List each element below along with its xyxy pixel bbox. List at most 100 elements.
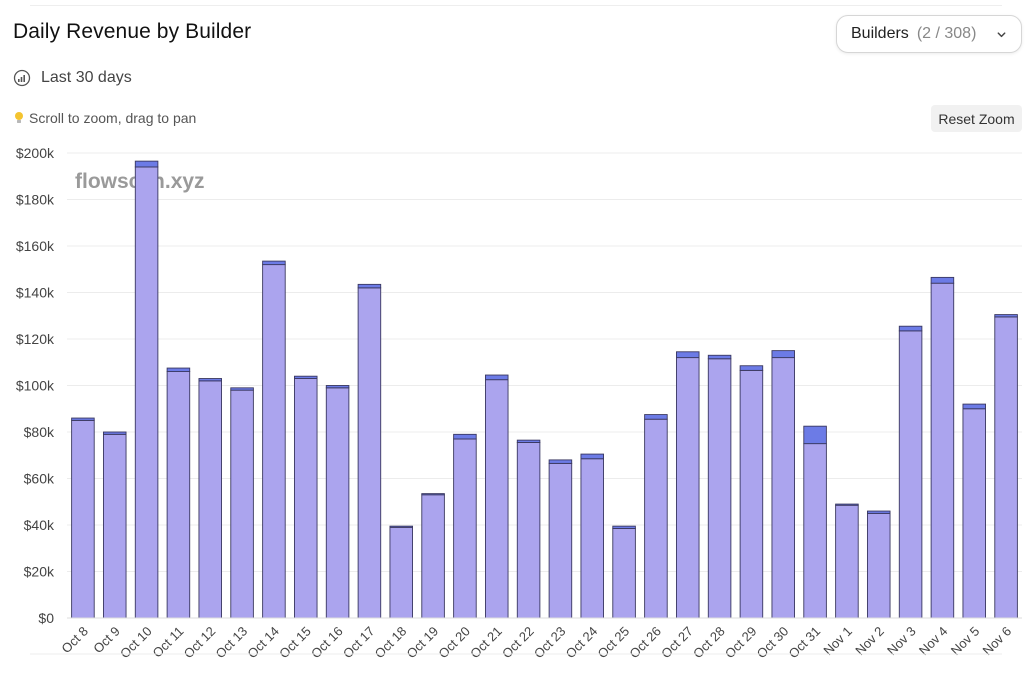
builders-dropdown[interactable]: Builders (2 / 308) (836, 15, 1022, 53)
bar-secondary (835, 503, 859, 506)
bar-secondary (707, 354, 732, 360)
bar-primary (675, 357, 700, 619)
bar-primary (644, 418, 668, 619)
bar-secondary (230, 387, 254, 391)
bar-primary (166, 371, 191, 619)
bar-secondary (134, 160, 159, 168)
chevron-down-icon (997, 31, 1006, 37)
x-tick-label: Oct 31 (786, 624, 824, 662)
bar-primary (548, 462, 573, 619)
bar-secondary (262, 260, 286, 266)
bar-primary (516, 442, 541, 619)
bar-primary (866, 512, 891, 619)
x-tick-label: Oct 10 (117, 624, 155, 662)
bar-secondary (453, 433, 477, 440)
x-tick-label: Oct 19 (404, 624, 442, 662)
bar-secondary (325, 385, 350, 389)
bar-primary (198, 380, 223, 619)
bar-primary (612, 528, 636, 619)
bar-secondary (484, 374, 509, 381)
bar-primary (102, 433, 127, 619)
x-tick-label: Oct 20 (435, 624, 473, 662)
y-tick-label: $80k (24, 424, 55, 440)
x-tick-label: Oct 21 (467, 624, 505, 662)
y-tick-label: $20k (24, 564, 55, 580)
top-divider (30, 5, 1002, 6)
bar-primary (262, 264, 286, 619)
bar-secondary (357, 283, 382, 289)
x-tick-label: Oct 17 (340, 624, 378, 662)
bar-primary (707, 358, 732, 619)
x-tick-label: Oct 29 (722, 624, 760, 662)
x-tick-label: Oct 15 (276, 624, 314, 662)
x-tick-label: Oct 18 (372, 624, 410, 662)
y-tick-label: $200k (16, 145, 55, 161)
bar-primary (962, 408, 987, 619)
bar-secondary (994, 314, 1018, 318)
bar-secondary (771, 350, 796, 359)
bar-primary (293, 378, 318, 619)
bar-secondary (421, 493, 445, 496)
bar-primary (994, 316, 1018, 619)
bar-primary (134, 166, 159, 619)
x-tick-label: Nov 4 (916, 624, 951, 659)
bar-primary (484, 379, 509, 619)
bar-secondary (102, 431, 127, 435)
bar-primary (898, 330, 923, 619)
bar-secondary (930, 276, 955, 284)
bar-primary (230, 389, 254, 619)
y-tick-label: $180k (16, 192, 55, 208)
x-tick-label: Oct 14 (244, 624, 282, 662)
y-tick-label: $100k (16, 378, 55, 394)
page-title: Daily Revenue by Builder (13, 20, 252, 43)
bar-secondary (516, 439, 541, 443)
x-tick-label: Oct 11 (150, 624, 187, 661)
x-tick-label: Oct 30 (754, 624, 792, 662)
builders-label: Builders (851, 25, 909, 42)
bar-secondary (389, 525, 414, 528)
y-tick-label: $40k (24, 517, 55, 533)
x-tick-label: Oct 27 (658, 624, 696, 662)
x-tick-label: Nov 5 (948, 624, 983, 659)
bar-secondary (198, 378, 223, 382)
x-tick-label: Nov 2 (852, 624, 887, 659)
period-label: Last 30 days (41, 69, 132, 86)
bar-secondary (612, 525, 636, 529)
reset-zoom-button[interactable]: Reset Zoom (931, 105, 1022, 132)
bar-primary (803, 443, 827, 619)
x-tick-label: Oct 12 (181, 624, 219, 662)
y-tick-label: $120k (16, 331, 55, 347)
bar-primary (71, 419, 95, 619)
x-tick-label: Oct 24 (563, 624, 601, 662)
x-tick-label: Oct 16 (308, 624, 346, 662)
bar-secondary (71, 417, 95, 421)
x-tick-label: Oct 25 (595, 624, 633, 662)
bar-primary (580, 458, 605, 619)
y-tick-label: $140k (16, 285, 55, 301)
x-tick-label: Oct 22 (499, 624, 537, 662)
zoom-hint: Scroll to zoom, drag to pan (13, 110, 196, 126)
y-tick-label: $0 (38, 610, 54, 626)
lightbulb-icon (15, 112, 23, 123)
bar-primary (357, 287, 382, 619)
bar-primary (771, 357, 796, 619)
x-tick-label: Nov 3 (884, 624, 919, 659)
bar-secondary (675, 351, 700, 359)
x-tick-label: Oct 23 (531, 624, 569, 662)
x-tick-label: Oct 8 (58, 624, 91, 657)
bar-secondary (898, 325, 923, 332)
bar-primary (453, 438, 477, 619)
x-tick-label: Nov 1 (820, 624, 855, 659)
bar-secondary (580, 453, 605, 460)
bar-chart-icon (13, 69, 31, 87)
builders-count: (2 / 308) (916, 25, 977, 42)
bar-primary (389, 526, 414, 619)
zoom-hint-text: Scroll to zoom, drag to pan (29, 110, 197, 126)
bar-secondary (739, 365, 764, 371)
y-tick-label: $160k (16, 238, 55, 254)
x-tick-label: Oct 26 (626, 624, 664, 662)
bar-primary (421, 494, 445, 619)
bar-secondary (962, 403, 987, 410)
x-tick-label: Nov 6 (980, 624, 1015, 659)
